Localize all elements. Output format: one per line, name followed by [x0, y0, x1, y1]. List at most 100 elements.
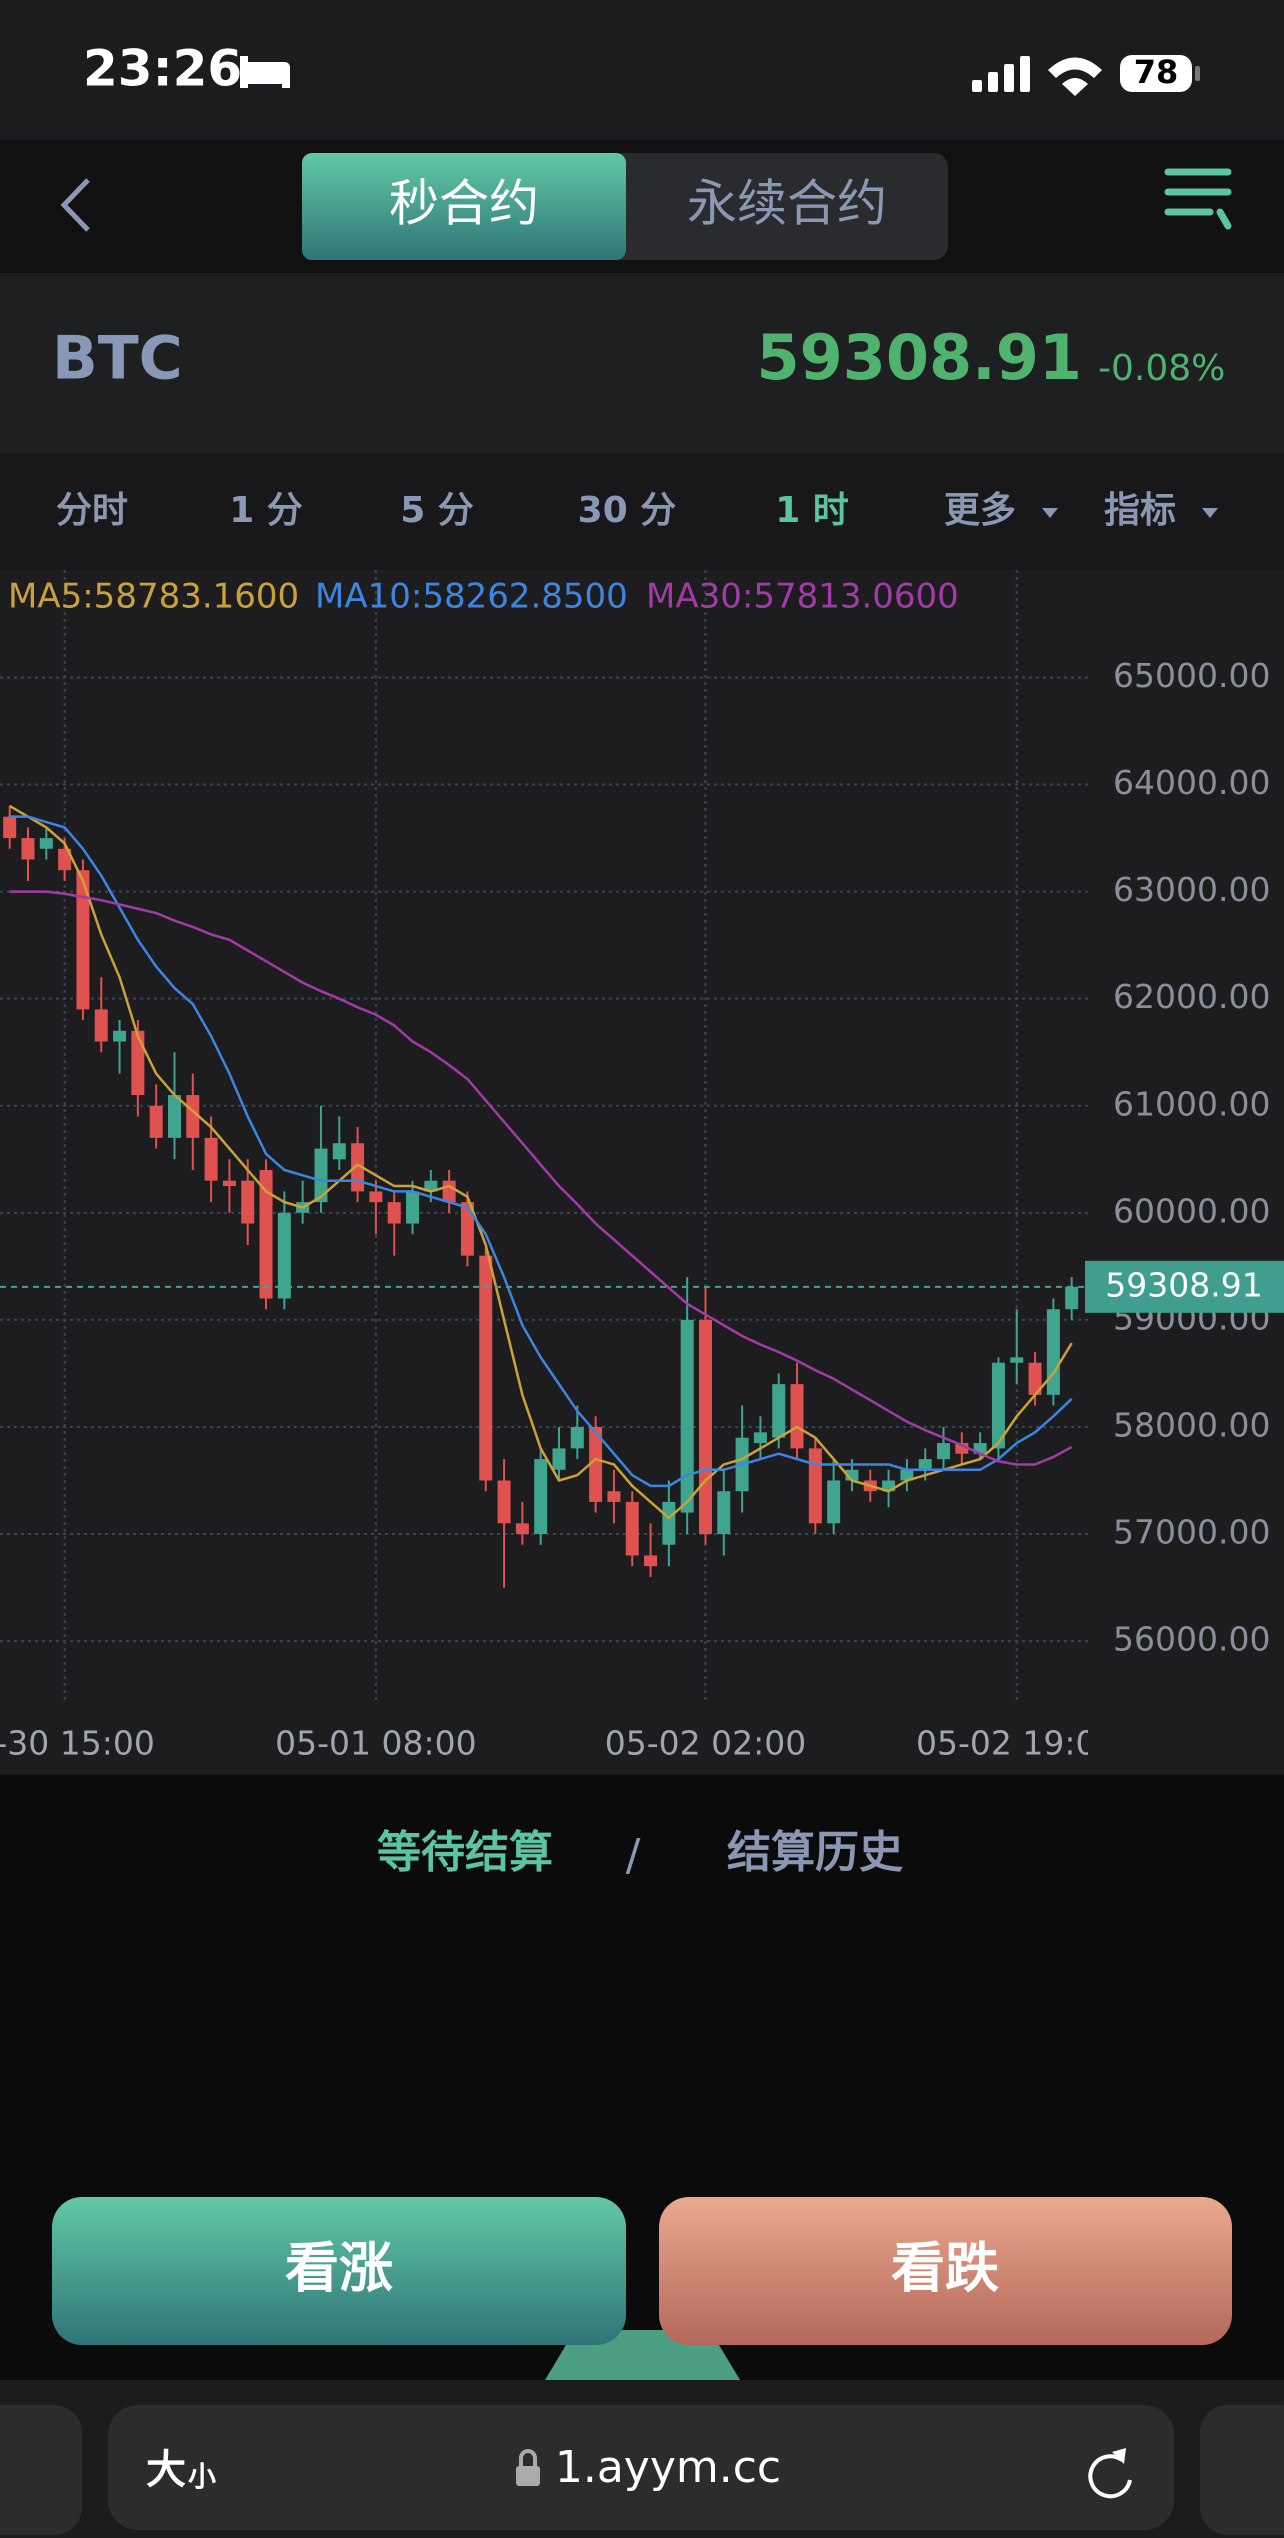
clock: 23:26 — [83, 40, 242, 98]
candle-body — [680, 1319, 694, 1513]
candle-body — [827, 1480, 841, 1524]
text-size-small[interactable]: 小 — [188, 2460, 216, 2493]
address-bar[interactable] — [108, 2405, 1174, 2530]
candle-body — [351, 1143, 365, 1192]
lock-icon — [516, 2449, 540, 2486]
candle-body — [717, 1491, 731, 1535]
candle-body — [753, 1432, 767, 1444]
buy-up-button[interactable] — [52, 2197, 626, 2345]
y-tick-label: 62000.00 — [1113, 977, 1270, 1016]
last-price-tag — [1085, 1260, 1284, 1313]
candle-body — [607, 1491, 621, 1502]
candle-body — [808, 1448, 822, 1524]
candle-body — [845, 1469, 859, 1481]
ma-legend: MA10:58262.8500 — [315, 577, 628, 617]
button-label[interactable]: 看涨 — [285, 2237, 393, 2300]
candle-body — [76, 870, 90, 1010]
candle-body — [790, 1384, 804, 1449]
reload-button[interactable] — [1088, 2454, 1132, 2499]
interval-option[interactable]: 1 分 — [229, 490, 303, 531]
order-tab[interactable]: 等待结算 — [377, 1827, 553, 1878]
interval-option[interactable]: 1 时 — [775, 490, 849, 531]
x-tick-label: 05-02 19:00 — [916, 1724, 1117, 1763]
candle-body — [1046, 1309, 1060, 1395]
candle-body — [534, 1459, 548, 1535]
candle-body — [460, 1202, 474, 1256]
signal-icon — [972, 56, 1030, 92]
candle-body — [314, 1148, 328, 1203]
interval-option[interactable]: 分时 — [56, 490, 128, 531]
candle-body — [204, 1137, 218, 1181]
wifi-icon — [1048, 57, 1102, 96]
order-tab[interactable]: 结算历史 — [727, 1827, 903, 1878]
candle-body — [222, 1180, 236, 1187]
candle-body — [662, 1501, 676, 1545]
candle-body — [21, 838, 35, 860]
candle-body — [882, 1480, 896, 1492]
candle-body — [241, 1180, 255, 1224]
chart-panel — [0, 570, 1284, 1775]
candle-body — [149, 1105, 163, 1138]
candle-body — [39, 838, 53, 849]
candle-body — [277, 1212, 291, 1299]
menu-button[interactable] — [1164, 168, 1232, 230]
interval-option[interactable]: 更多 — [944, 490, 1016, 531]
y-tick-label: 58000.00 — [1113, 1405, 1270, 1444]
interval-option[interactable]: 指标 — [1104, 490, 1176, 531]
candle-body — [991, 1362, 1005, 1449]
x-tick-label: 05-02 02:00 — [605, 1724, 806, 1763]
candle-body — [113, 1030, 127, 1042]
candle-body — [497, 1480, 511, 1524]
battery-tip — [1195, 66, 1200, 81]
candle-body — [955, 1443, 969, 1454]
tab-label[interactable]: 秒合约 — [389, 175, 539, 233]
y-tick-label: 64000.00 — [1113, 763, 1270, 802]
candle-body — [570, 1426, 584, 1449]
candle-body — [479, 1255, 493, 1481]
candle-body — [589, 1426, 603, 1502]
battery-icon — [1120, 55, 1192, 92]
candle-body — [332, 1143, 346, 1160]
battery-level: 78 — [1134, 53, 1179, 91]
button-label[interactable]: 看跌 — [891, 2237, 999, 2300]
sleep-icon — [240, 56, 290, 88]
interval-bar — [0, 453, 1284, 570]
candle-body — [918, 1459, 932, 1470]
candle-body — [167, 1095, 181, 1138]
candle-body — [772, 1384, 786, 1438]
candle-body — [1028, 1362, 1042, 1395]
prev-tab[interactable] — [0, 2405, 82, 2535]
buy-down-button[interactable] — [659, 2197, 1232, 2345]
candle-body — [937, 1443, 951, 1460]
y-tick-label: 61000.00 — [1113, 1084, 1270, 1123]
tab-active[interactable] — [302, 153, 626, 260]
interval-option[interactable]: 30 分 — [578, 490, 677, 531]
tab-label[interactable]: 永续合约 — [687, 175, 887, 233]
next-tab[interactable] — [1200, 2405, 1284, 2535]
symbol: BTC — [52, 324, 183, 394]
url[interactable]: 1.ayym.cc — [555, 2442, 781, 2493]
candle-body — [58, 848, 72, 871]
interval-option[interactable]: 5 分 — [400, 490, 474, 531]
x-tick-label: 4-30 15:00 — [0, 1724, 155, 1763]
back-button[interactable] — [60, 178, 90, 232]
y-tick-label: 57000.00 — [1113, 1513, 1270, 1552]
candle-body — [387, 1202, 401, 1224]
ma-legend: MA5:58783.1600 — [8, 577, 299, 617]
candle-body — [973, 1443, 987, 1454]
candle-body — [900, 1469, 914, 1481]
reload-arrow — [1112, 2448, 1126, 2464]
dropdown-arrow — [1202, 508, 1218, 518]
candle-body — [259, 1170, 273, 1299]
separator: / — [626, 1830, 641, 1881]
plot: 4-30 15:00 05-01 08:00 05-02 02:00 05-02 19… — [0, 570, 1117, 1763]
candle-body — [552, 1448, 566, 1470]
candle-body — [424, 1180, 438, 1192]
text-size-large[interactable]: 大 — [146, 2447, 186, 2493]
last-price-label: 59308.91 — [1105, 1265, 1262, 1304]
candle-body — [625, 1501, 639, 1556]
price: 59308.91 — [756, 321, 1082, 394]
candle-body — [131, 1030, 145, 1096]
candle-body — [698, 1319, 712, 1535]
